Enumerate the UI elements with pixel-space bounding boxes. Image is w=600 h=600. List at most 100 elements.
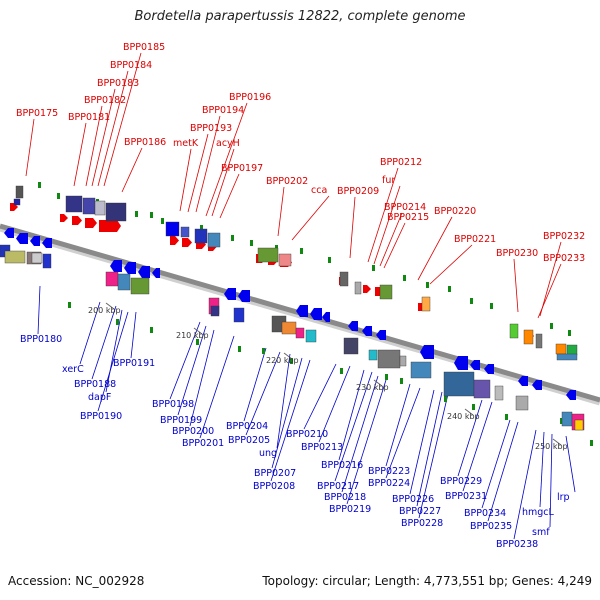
tick-mark — [552, 438, 562, 446]
leader-line — [91, 305, 117, 380]
gene-label: BPP0221 — [454, 234, 496, 245]
leader-line — [487, 421, 519, 522]
leader-line — [537, 263, 562, 319]
leader-line — [565, 435, 576, 493]
gene-features — [0, 185, 585, 431]
gene-arrow-reverse — [362, 326, 372, 336]
gene-label: BPP0232 — [543, 231, 585, 242]
track-dash — [444, 396, 447, 402]
gene-label: BPP0233 — [543, 253, 585, 264]
gene-label: BPP0210 — [286, 429, 328, 440]
gene-block — [523, 329, 534, 345]
gene-label: BPP0234 — [464, 508, 506, 519]
track-dash — [590, 440, 593, 446]
gene-block — [509, 323, 519, 339]
leader-line — [341, 375, 379, 493]
gene-label: dapF — [88, 392, 111, 403]
gene-block — [555, 343, 567, 355]
gene-block — [13, 198, 21, 206]
tick-mark — [105, 302, 115, 310]
leader-line — [169, 321, 201, 400]
leader-line — [385, 383, 411, 467]
gene-block — [65, 195, 83, 213]
gene-block — [443, 371, 475, 397]
gene-label: BPP0214 — [384, 202, 426, 213]
track-dash — [472, 404, 475, 410]
gene-label: BPP0186 — [124, 137, 166, 148]
leader-line — [195, 115, 221, 213]
leader-line — [205, 102, 248, 217]
leader-line — [367, 167, 399, 263]
gene-label: BPP0184 — [110, 60, 152, 71]
leader-line — [334, 371, 373, 482]
leader-line — [103, 52, 142, 187]
leader-line — [277, 186, 285, 237]
gene-block — [105, 271, 119, 287]
track-dash — [150, 212, 153, 218]
leader-line — [187, 133, 209, 213]
track-dash — [560, 418, 563, 424]
leader-line — [79, 301, 101, 365]
gene-arrow-reverse — [532, 380, 542, 390]
gene-block — [399, 355, 407, 367]
gene-label: BPP0213 — [301, 442, 343, 453]
leader-line — [379, 212, 403, 267]
gene-block — [566, 344, 578, 356]
gene-block — [305, 329, 317, 343]
leader-line — [457, 399, 483, 477]
gene-label: BPP0188 — [74, 379, 116, 390]
leader-line — [346, 379, 387, 505]
gene-block — [194, 228, 208, 244]
gene-label: BPP0220 — [434, 206, 476, 217]
track-dash — [426, 282, 429, 288]
tick-label: 200 kbp — [88, 306, 121, 315]
leader-line — [539, 241, 562, 317]
leader-line — [338, 369, 365, 461]
gene-label: BPP0202 — [266, 176, 308, 187]
leader-line — [429, 244, 473, 285]
gene-label: BPP0190 — [80, 411, 122, 422]
track-dash — [200, 225, 203, 231]
gene-arrow-reverse — [322, 312, 330, 322]
gene-arrow-reverse — [138, 266, 150, 278]
gene-label: BPP0201 — [182, 438, 224, 449]
gene-block — [295, 327, 305, 339]
gene-arrow-reverse — [420, 345, 434, 359]
gene-label: BPP0209 — [337, 186, 379, 197]
gene-block — [94, 200, 106, 216]
track-dash — [448, 286, 451, 292]
gene-label: BPP0180 — [20, 334, 62, 345]
gene-label: BPP0231 — [445, 491, 487, 502]
gene-label: BPP0216 — [321, 460, 363, 471]
tick-label: 240 kbp — [447, 412, 480, 421]
track-dash — [250, 240, 253, 246]
tick-mark — [464, 408, 474, 416]
gene-label: BPP0229 — [440, 476, 482, 487]
track-dash — [196, 339, 199, 345]
gene-arrow-reverse — [454, 356, 468, 370]
gene-arrow-reverse — [238, 290, 250, 302]
leader-line — [37, 285, 41, 335]
leader-line — [243, 347, 267, 422]
track-dash — [161, 218, 164, 224]
leader-line — [177, 325, 207, 416]
leader-line — [271, 357, 303, 469]
gene-block — [535, 333, 543, 349]
gene-label: acyH — [216, 138, 240, 149]
gene-block — [494, 385, 504, 401]
map-title: Bordetella parapertussis 12822, complete… — [134, 9, 466, 24]
gene-block — [207, 232, 221, 248]
gene-label: BPP0204 — [226, 421, 268, 432]
leader-line — [219, 173, 240, 219]
gene-arrow-forward — [99, 220, 121, 232]
leader-line — [373, 185, 401, 265]
gene-block — [42, 253, 52, 269]
gene-label: BPP0175 — [16, 108, 58, 119]
leader-line — [318, 365, 351, 443]
gene-label: cca — [311, 185, 327, 196]
track-dash — [340, 368, 343, 374]
track-dash — [568, 330, 571, 336]
gene-label: fur — [382, 175, 395, 186]
gene-arrow-reverse — [224, 288, 236, 300]
gene-label: BPP0208 — [253, 481, 295, 492]
